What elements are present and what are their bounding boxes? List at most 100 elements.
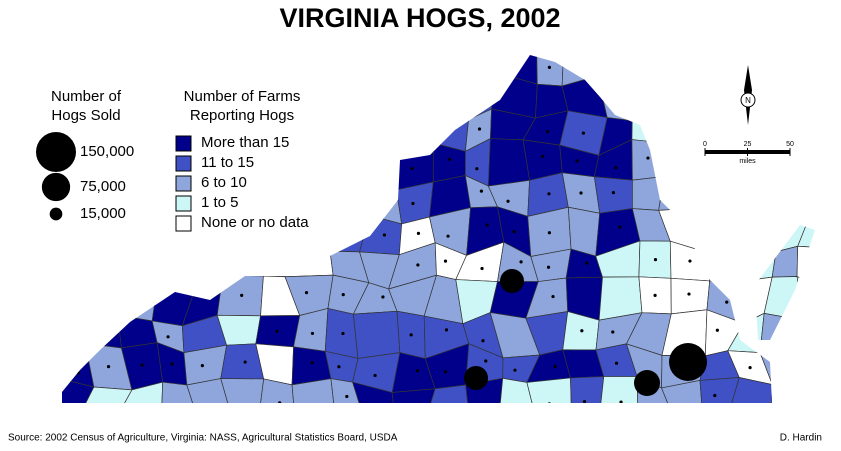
legend-title: Reporting Hogs	[190, 107, 294, 124]
county-dot	[373, 373, 377, 378]
county	[670, 277, 711, 315]
county-dot	[309, 199, 313, 203]
county	[567, 425, 599, 451]
county	[830, 76, 841, 117]
county	[385, 77, 437, 120]
county	[360, 177, 403, 225]
county	[155, 55, 190, 85]
county-dot	[618, 225, 622, 229]
county	[796, 275, 815, 322]
county-dot	[547, 65, 552, 70]
legend-swatch	[175, 215, 192, 232]
county-dot	[305, 56, 309, 61]
hog-symbol	[500, 269, 524, 293]
county	[699, 377, 740, 403]
county-dot	[165, 198, 169, 202]
legend-title: Number of Farms	[184, 88, 301, 105]
county-dot	[300, 164, 304, 168]
county-dot	[408, 403, 411, 406]
county	[62, 342, 95, 388]
county	[147, 249, 198, 287]
county-dot	[579, 191, 583, 195]
county-dot	[541, 154, 545, 158]
county	[660, 141, 709, 189]
county	[625, 413, 671, 446]
county	[597, 55, 633, 80]
county-dot	[345, 157, 349, 161]
legend-label: 1 to 5	[201, 194, 239, 211]
county	[691, 141, 742, 189]
county	[736, 209, 777, 253]
county	[195, 244, 224, 287]
county-dot	[108, 56, 112, 61]
county-dot	[519, 260, 523, 264]
county	[390, 142, 434, 191]
scale-unit: miles	[739, 158, 756, 165]
county	[702, 411, 735, 451]
legend-label: 6 to 10	[201, 174, 247, 191]
county-dot	[447, 157, 451, 161]
county	[707, 206, 744, 254]
county	[570, 376, 605, 403]
county	[62, 317, 99, 360]
county	[352, 113, 394, 156]
north-label: N	[745, 96, 751, 105]
county-dot	[619, 400, 623, 403]
county-layer	[62, 55, 841, 451]
county-dot	[547, 402, 551, 403]
county-dot	[166, 335, 170, 339]
county-dot	[341, 331, 345, 336]
county-dot	[132, 160, 136, 164]
county-dot	[723, 202, 728, 206]
county	[697, 55, 742, 81]
county	[796, 245, 815, 292]
county	[768, 77, 797, 120]
county-dot	[547, 192, 551, 196]
county-dot	[342, 196, 346, 200]
county	[114, 245, 159, 284]
county-dot	[688, 259, 692, 263]
county-dot	[275, 163, 279, 167]
county-dot	[755, 64, 760, 68]
county-dot	[717, 266, 722, 270]
county	[79, 386, 133, 403]
legend-label: 150,000	[80, 143, 134, 160]
county-dot	[615, 60, 620, 64]
county-dot	[477, 127, 482, 131]
county	[834, 349, 841, 383]
county-dot	[475, 167, 479, 171]
county-dot	[653, 293, 657, 297]
county-dot	[304, 290, 309, 295]
county-dot	[725, 300, 729, 304]
county	[261, 146, 293, 184]
county-dot	[750, 336, 754, 340]
county-dot	[646, 156, 650, 160]
county-dot	[446, 234, 450, 238]
county-dot	[110, 265, 115, 269]
legend-title: Hogs Sold	[51, 107, 120, 124]
county-dot	[140, 363, 144, 367]
north-ring	[740, 92, 756, 108]
county	[658, 176, 709, 211]
county-dot	[411, 201, 415, 206]
county	[327, 108, 363, 150]
legend-symbol	[49, 207, 63, 221]
county-dot	[580, 329, 584, 333]
county	[361, 75, 394, 120]
county-dot	[474, 60, 478, 64]
county	[526, 377, 573, 403]
legend-swatch	[175, 175, 192, 192]
county-dot	[448, 97, 452, 101]
county-dot	[200, 364, 204, 368]
county-dot	[510, 429, 513, 432]
county	[829, 240, 841, 291]
county-dot	[107, 331, 112, 335]
county	[62, 55, 97, 89]
county	[660, 112, 702, 143]
county-dot	[613, 96, 617, 100]
county-dot	[170, 58, 175, 62]
county-dot	[275, 58, 279, 62]
county	[317, 140, 362, 182]
county	[494, 55, 538, 85]
county-dot	[243, 360, 247, 364]
